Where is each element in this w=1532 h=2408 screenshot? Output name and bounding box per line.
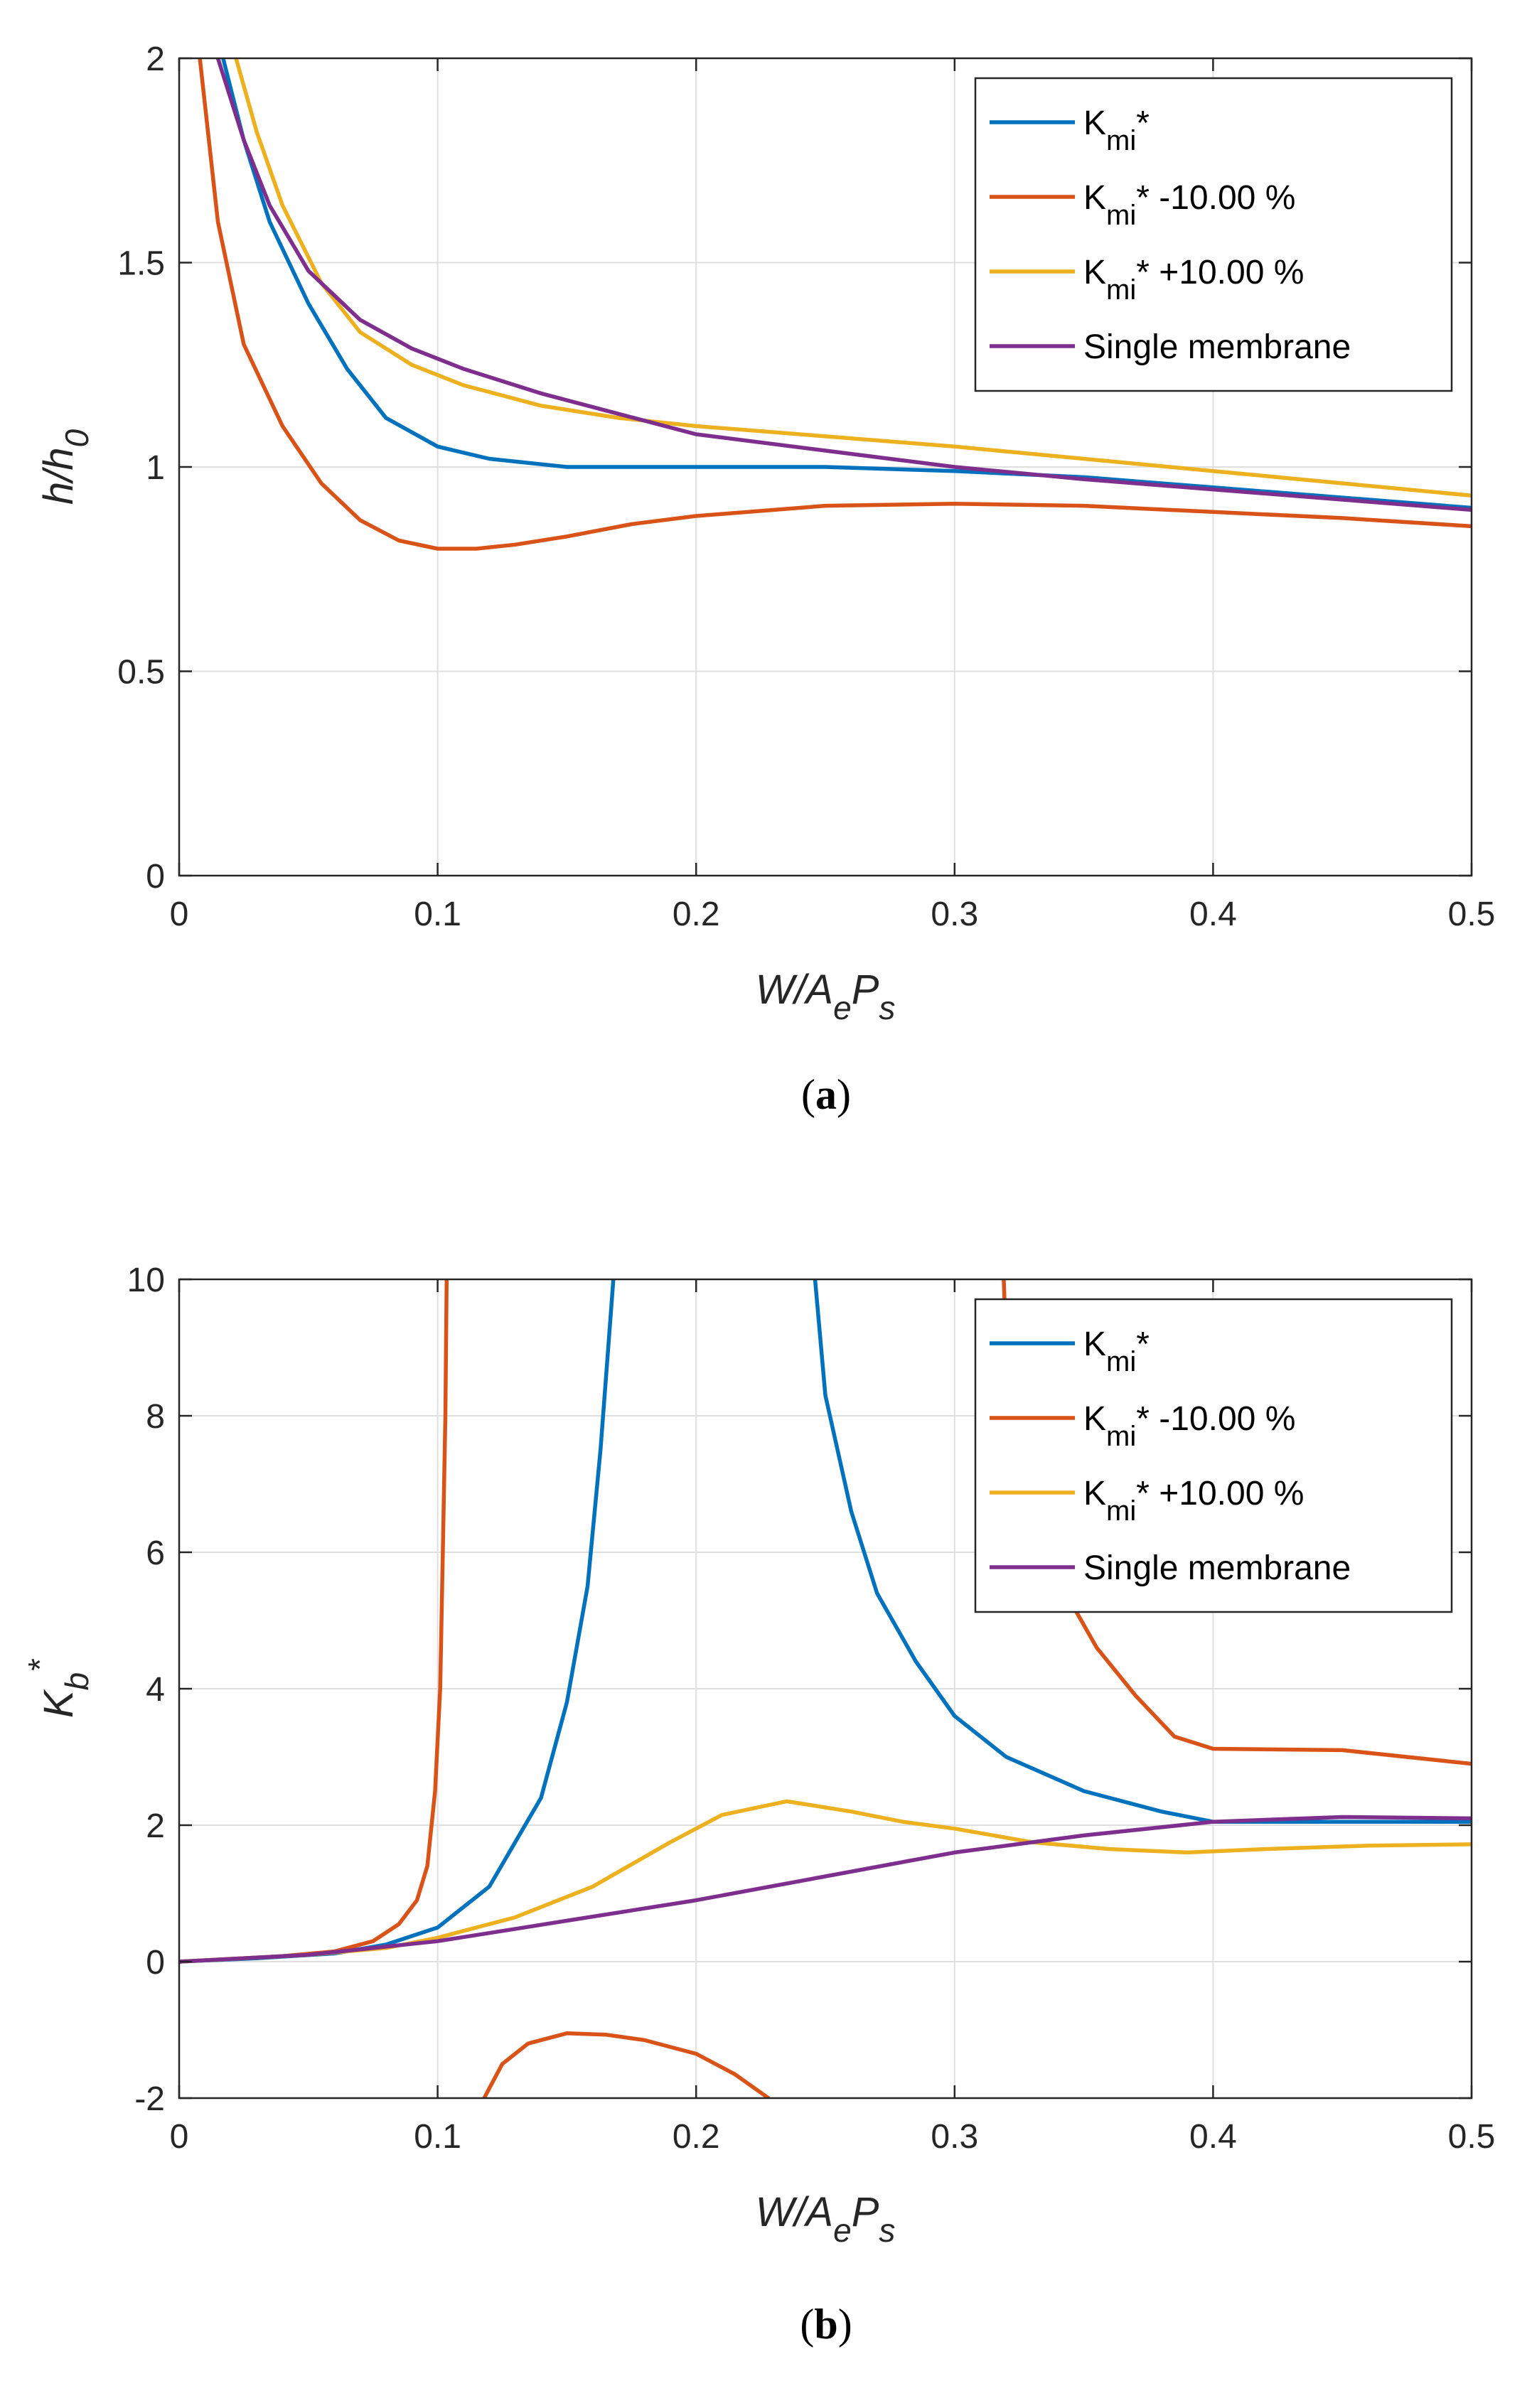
chart-a-ylabel: h/h0 (36, 429, 95, 505)
chart-a-series-orange-line-0 (198, 58, 1472, 551)
chart-b-xlabel-sub2: s (879, 2212, 895, 2249)
chart-b-ytick-label-0: -2 (134, 2080, 165, 2118)
chart-b-legend-label-1-base: K (1083, 1400, 1106, 1438)
chart-b-caption-open: ( (800, 2301, 814, 2348)
chart-a-xlabel-mid: P (852, 967, 879, 1013)
chart-b-xtick-label-3: 0.3 (931, 2118, 978, 2156)
chart-a-caption-close: ) (837, 1071, 851, 1118)
chart-b-xlabel: W/AePs (756, 2189, 896, 2249)
chart-b-legend-label-2-base: K (1083, 1475, 1106, 1512)
chart-b-legend-label-0: Kmi* (1083, 1326, 1150, 1377)
chart-a-xtick-label-3: 0.3 (931, 896, 978, 933)
chart-b-ytick-label-3: 4 (146, 1671, 165, 1709)
chart-a-xtick-label-5: 0.5 (1448, 896, 1496, 933)
chart-a-xtick-label-4: 0.4 (1189, 896, 1237, 933)
chart-a-legend-label-3: Single membrane (1083, 328, 1351, 366)
chart-b-xtick-label-0: 0 (170, 2118, 189, 2156)
chart-a-ylabel-sub: 0 (58, 429, 95, 447)
chart-a-legend-box (974, 77, 1453, 392)
chart-a-series-blue-line-0 (221, 58, 1472, 510)
chart-a-series-yellow-line-0 (234, 58, 1472, 498)
chart-a-xtick-label-0: 0 (170, 896, 189, 933)
chart-b-xlabel-mid: P (852, 2189, 879, 2235)
chart-b-series-purple-line-0 (179, 1815, 1472, 1964)
chart-b-ylabel-sub: b (58, 1672, 95, 1691)
chart-a-caption: (a) (801, 1071, 851, 1118)
chart-a-ylabel-main: h/h (36, 447, 82, 505)
chart-a-series-group (198, 58, 1472, 551)
chart-b-series-yellow-line-0 (179, 1799, 1472, 1964)
chart-b-legend: Kmi*Kmi* -10.00 %Kmi* +10.00 %Single mem… (974, 1298, 1453, 1613)
chart-b-ylabel-sup: * (21, 1658, 58, 1672)
chart-a-legend: Kmi*Kmi* -10.00 %Kmi* +10.00 %Single mem… (974, 77, 1453, 392)
chart-a-legend-label-2-base: K (1083, 254, 1106, 291)
chart-b-legend-label-3: Single membrane (1083, 1549, 1351, 1587)
chart-b-series-orange-line-1 (482, 2031, 771, 2098)
chart-b-legend-box (974, 1298, 1453, 1613)
chart-b-caption: (b) (800, 2301, 852, 2348)
chart-a-xlabel-sub2: s (879, 989, 895, 1026)
chart-a-ytick-label-0: 0 (146, 858, 165, 896)
chart-b-ytick-label-1: 0 (146, 1944, 165, 1982)
chart-a-legend-label-2-sub: mi (1106, 274, 1136, 306)
chart-b-ytick-label-6: 10 (127, 1262, 165, 1299)
chart-b-legend-label-1-suffix: * -10.00 % (1136, 1400, 1295, 1438)
chart-b-legend-label-1-sub: mi (1106, 1421, 1136, 1452)
chart-a-legend-label-1-base: K (1083, 179, 1106, 217)
chart-a-legend-label-1-suffix: * -10.00 % (1136, 179, 1295, 217)
chart-a-xlabel-main: W/A (756, 967, 834, 1013)
chart-a-legend-label-0: Kmi* (1083, 104, 1150, 156)
chart-a: 0 0.1 0.2 0.3 0.4 0.500.511.52W/AePsh/h0Kmi*K… (36, 41, 1495, 1118)
chart-a-caption-letter: a (815, 1071, 837, 1118)
chart-a-legend-label-2-suffix: * +10.00 % (1136, 254, 1304, 291)
chart-a-ytick-label-1: 0.5 (117, 654, 165, 692)
chart-b: 0 0.1 0.2 0.3 0.4 0.5-20246810W/AePsKb*Kmi*Km… (21, 1262, 1495, 2348)
chart-a-ytick-label-3: 1.5 (117, 245, 165, 283)
chart-a-legend-label-1: Kmi* -10.00 % (1083, 179, 1295, 231)
chart-a-ytick-label-4: 2 (146, 41, 165, 78)
chart-a-xlabel: W/AePs (756, 967, 896, 1026)
chart-b-ytick-label-4: 6 (146, 1534, 165, 1572)
chart-b-xtick-label-5: 0.5 (1448, 2118, 1496, 2156)
chart-b-caption-close: ) (838, 2301, 852, 2348)
chart-b-legend-label-3-base: Single membrane (1083, 1549, 1351, 1587)
chart-b-xtick-label-2: 0.2 (673, 2118, 720, 2156)
chart-b-legend-label-2-suffix: * +10.00 % (1136, 1475, 1304, 1512)
chart-b-legend-label-0-base: K (1083, 1326, 1106, 1363)
chart-a-legend-label-0-sub: mi (1106, 125, 1136, 156)
chart-b-xtick-label-1: 0.1 (414, 2118, 461, 2156)
chart-b-ylabel: Kb* (21, 1658, 95, 1718)
chart-a-xtick-label-2: 0.2 (673, 896, 720, 933)
chart-a-series-purple-line-0 (215, 58, 1472, 512)
chart-b-caption-letter: b (814, 2301, 837, 2348)
chart-b-ytick-label-5: 8 (146, 1398, 165, 1436)
chart-a-ytick-label-2: 1 (146, 449, 165, 487)
chart-a-legend-label-2: Kmi* +10.00 % (1083, 254, 1304, 306)
chart-b-legend-label-1: Kmi* -10.00 % (1083, 1400, 1295, 1452)
chart-b-ytick-label-2: 2 (146, 1807, 165, 1845)
chart-b-legend-label-0-sub: mi (1106, 1346, 1136, 1377)
chart-a-caption-open: ( (801, 1071, 815, 1118)
chart-a-legend-label-3-base: Single membrane (1083, 328, 1351, 366)
chart-b-xlabel-main: W/A (756, 2189, 834, 2235)
chart-b-legend-label-2-sub: mi (1106, 1495, 1136, 1527)
chart-a-xtick-label-1: 0.1 (414, 896, 461, 933)
chart-b-ylabel-main: K (36, 1689, 82, 1718)
chart-b-legend-label-0-suffix: * (1136, 1326, 1150, 1363)
chart-a-xlabel-sub1: e (833, 989, 852, 1026)
chart-a-legend-label-0-suffix: * (1136, 104, 1150, 142)
chart-b-legend-label-2: Kmi* +10.00 % (1083, 1475, 1304, 1527)
chart-b-xtick-label-4: 0.4 (1189, 2118, 1237, 2156)
chart-b-xlabel-sub1: e (833, 2212, 852, 2249)
chart-a-legend-label-1-sub: mi (1106, 200, 1136, 231)
chart-a-legend-label-0-base: K (1083, 104, 1106, 142)
